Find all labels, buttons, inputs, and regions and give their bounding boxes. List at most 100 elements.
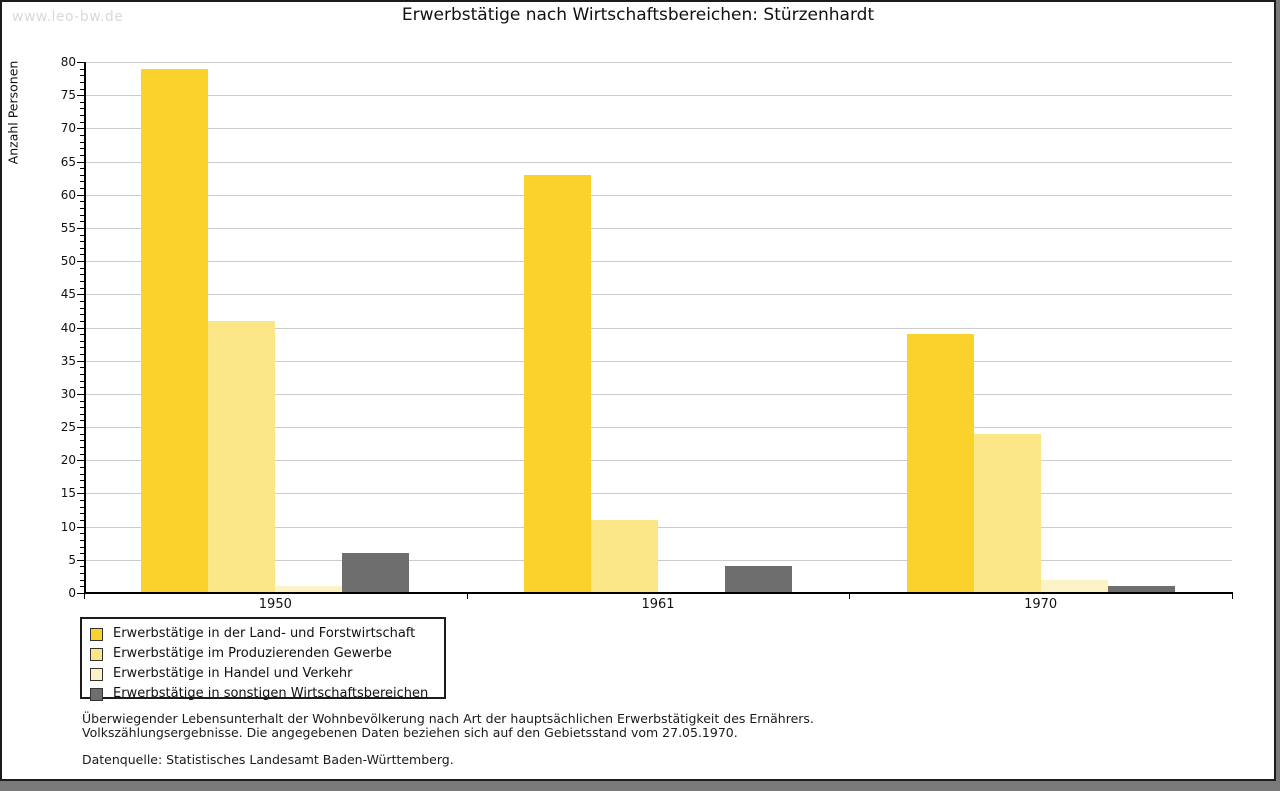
y-major-tick [77,460,84,462]
gridline-65 [85,161,1232,163]
y-minor-tick [80,287,84,289]
legend-item: Erwerbstätige in der Land- und Forstwirt… [82,624,444,644]
y-minor-tick [80,380,84,382]
y-major-tick [77,194,84,196]
y-major-tick [77,360,84,362]
y-minor-tick [80,254,84,256]
y-minor-tick [80,314,84,316]
footnote-line-1: Überwiegender Lebensunterhalt der Wohnbe… [82,711,814,726]
gridline-70 [85,128,1232,130]
y-major-tick [77,294,84,296]
bar-1970-series3 [1040,579,1108,593]
gridline-45 [85,294,1232,296]
y-minor-tick [80,274,84,276]
y-minor-tick [80,141,84,143]
y-minor-tick [80,307,84,309]
bar-1950-series1 [141,68,209,593]
y-minor-tick [80,108,84,110]
y-tick-label-65: 65 [60,154,76,169]
footnote-source: Datenquelle: Statistisches Landesamt Bad… [82,752,454,767]
legend-label: Erwerbstätige in Handel und Verkehr [113,666,353,681]
legend-label: Erwerbstätige in der Land- und Forstwirt… [113,626,416,641]
y-minor-tick [80,586,84,588]
bar-1950-series4 [342,553,410,593]
gridline-30 [85,393,1232,395]
y-minor-tick [80,181,84,183]
y-major-tick [77,128,84,130]
y-major-tick [77,95,84,97]
legend-label: Erwerbstätige im Produzierenden Gewerbe [113,646,392,661]
y-minor-tick [80,566,84,568]
bar-1961-series1 [524,174,591,593]
x-boundary-tick [84,593,85,599]
y-axis-line [84,62,86,593]
legend-item: Erwerbstätige in Handel und Verkehr [82,664,444,684]
y-tick-label-45: 45 [60,287,76,302]
y-minor-tick [80,188,84,190]
y-minor-tick [80,75,84,77]
gridline-5 [85,559,1232,561]
y-tick-label-75: 75 [60,88,76,103]
y-minor-tick [80,506,84,508]
y-minor-tick [80,88,84,90]
legend-item: Erwerbstätige im Produzierenden Gewerbe [82,644,444,664]
y-major-tick [77,593,84,594]
y-minor-tick [80,513,84,515]
y-tick-label-25: 25 [60,420,76,435]
bar-1961-series2 [591,519,658,593]
y-minor-tick [80,201,84,203]
y-minor-tick [80,300,84,302]
y-minor-tick [80,81,84,83]
gridline-35 [85,360,1232,362]
y-tick-label-10: 10 [60,519,76,534]
y-minor-tick [80,154,84,156]
y-minor-tick [80,168,84,170]
y-major-tick [77,161,84,163]
y-tick-label-70: 70 [60,121,76,136]
y-minor-tick [80,579,84,581]
y-minor-tick [80,135,84,136]
y-minor-tick [80,148,84,150]
legend-box: Erwerbstätige in der Land- und Forstwirt… [80,617,446,701]
y-minor-tick [80,247,84,249]
bar-1961-series4 [725,566,792,593]
y-minor-tick [80,354,84,356]
y-minor-tick [80,473,84,475]
y-minor-tick [80,573,84,575]
y-minor-tick [80,267,84,269]
gridline-10 [85,526,1232,528]
legend-swatch [90,668,103,681]
y-minor-tick [80,241,84,243]
y-major-tick [77,327,84,329]
y-minor-tick [80,367,84,369]
gridline-40 [85,327,1232,329]
y-minor-tick [80,208,84,210]
bar-1950-series2 [208,320,276,593]
y-minor-tick [80,407,84,409]
y-axis-label: Anzahl Personen [5,60,21,165]
bar-1970-series4 [1107,586,1175,593]
x-tick-label-1950: 1950 [258,597,292,612]
y-tick-label-20: 20 [60,453,76,468]
y-minor-tick [80,320,84,322]
y-minor-tick [80,221,84,223]
y-tick-label-0: 0 [68,586,76,600]
y-minor-tick [80,334,84,336]
bar-1970-series2 [973,433,1041,593]
y-minor-tick [80,121,84,123]
y-minor-tick [80,340,84,342]
y-tick-label-35: 35 [60,353,76,368]
legend-swatch [90,688,103,701]
y-major-tick [77,62,84,63]
y-minor-tick [80,234,84,236]
y-tick-label-15: 15 [60,486,76,501]
y-tick-label-60: 60 [60,187,76,202]
y-major-tick [77,261,84,263]
y-minor-tick [80,347,84,349]
watermark: www.leo-bw.de [12,9,124,25]
bar-1970-series1 [906,334,974,593]
y-minor-tick [80,68,84,70]
y-minor-tick [80,500,84,502]
y-tick-label-5: 5 [68,552,76,567]
x-tick-label-1970: 1970 [1024,597,1058,612]
